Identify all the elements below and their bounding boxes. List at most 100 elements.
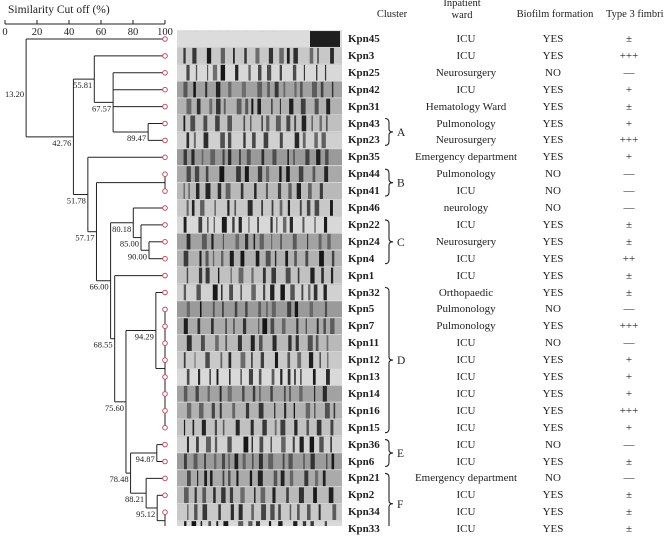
gel-band (245, 98, 249, 115)
gel-band (327, 352, 329, 369)
gel-band (222, 419, 225, 436)
gel-band (286, 487, 289, 504)
isolate-biofilm: YES (542, 117, 564, 130)
gel-band (280, 470, 285, 487)
isolate-ward: ICU (456, 337, 476, 350)
gel-band (198, 267, 203, 284)
gel-band (213, 487, 216, 504)
gel-band (262, 318, 268, 335)
gel-band (215, 115, 220, 132)
gel-band (236, 470, 239, 487)
gel-band (273, 470, 278, 487)
gel-band (248, 216, 250, 233)
isolate-id: Kpn5 (348, 303, 375, 316)
gel-band (318, 504, 321, 521)
node-similarity-label: 95.12 (136, 509, 155, 519)
gel-band (267, 81, 270, 98)
gel-band (284, 402, 287, 419)
leaf-marker (162, 239, 168, 245)
gel-band (330, 436, 333, 453)
cluster-brace (384, 168, 394, 197)
isolate-id: Kpn7 (348, 320, 375, 333)
gel-band (223, 98, 226, 115)
gel-band (225, 335, 228, 352)
node-similarity-label: 68.55 (94, 340, 113, 350)
gel-band (308, 284, 311, 301)
gel-band (183, 250, 189, 267)
gel-band (257, 166, 263, 183)
gel-band (242, 318, 247, 335)
gel-band (294, 301, 299, 318)
gel-band (302, 216, 305, 233)
gel-band (314, 402, 316, 419)
gel-band (186, 166, 191, 183)
gel-lane (177, 233, 342, 250)
gel-band (240, 183, 244, 200)
gel-band (261, 115, 263, 132)
isolate-ward: ICU (456, 387, 476, 400)
gel-band (246, 149, 251, 166)
gel-band (251, 284, 256, 301)
gel-band (299, 385, 303, 402)
gel-lane (177, 352, 342, 369)
isolate-ward: Neurosurgery (435, 235, 497, 248)
gel-band (294, 115, 297, 132)
gel-band (283, 385, 286, 402)
isolate-biofilm: YES (542, 404, 564, 417)
isolate-id: Kpn6 (348, 455, 375, 468)
cluster-brace (384, 286, 394, 434)
gel-band (306, 419, 310, 436)
node-similarity-label: 51.78 (67, 195, 86, 205)
isolate-ward: ICU (456, 269, 476, 282)
gel-band (245, 233, 249, 250)
isolate-id: Kpn44 (348, 168, 380, 181)
gel-band (238, 267, 244, 284)
gel-lane (177, 115, 342, 132)
gel-band (280, 419, 286, 436)
gel-band (213, 453, 217, 470)
gel-band (330, 267, 334, 284)
gel-band (289, 98, 294, 115)
leaf-marker (162, 120, 168, 127)
isolate-fimbriae: ± (625, 455, 633, 468)
gel-band (259, 385, 261, 402)
gel-band (201, 233, 207, 250)
gel-band (234, 301, 238, 318)
gel-dark-band (310, 31, 340, 47)
gel-band (288, 453, 293, 470)
node-similarity-label: 75.60 (105, 403, 124, 413)
gel-band (220, 132, 225, 149)
gel-band (196, 436, 199, 453)
gel-band (186, 402, 192, 419)
gel-band (283, 81, 286, 98)
leaf-marker (162, 154, 168, 161)
gel-band (240, 487, 245, 504)
isolate-ward: neurology (443, 202, 489, 214)
gel-band (316, 64, 318, 81)
gel-lane (177, 132, 342, 149)
gel-band (219, 402, 222, 419)
axis-tick-label: 60 (96, 27, 107, 38)
leaf-marker (162, 103, 168, 110)
gel-band (261, 149, 265, 166)
gel-band (228, 352, 232, 369)
gel-band (196, 98, 201, 115)
isolate-biofilm: YES (542, 33, 564, 45)
isolate-biofilm: YES (542, 455, 564, 468)
isolate-fimbriae: +++ (619, 49, 639, 62)
gel-band (272, 335, 277, 352)
gel-band (325, 149, 329, 166)
gel-band (314, 470, 319, 487)
gel-band (186, 301, 190, 318)
gel-band (222, 301, 224, 318)
node-similarity-label: 85.00 (120, 239, 139, 249)
leaf-marker (162, 70, 168, 76)
gel-band (237, 335, 242, 352)
gel-band (270, 284, 275, 301)
isolate-id: Kpn45 (348, 33, 380, 45)
gel-band (271, 233, 273, 250)
isolate-fimbriae: +++ (619, 404, 639, 417)
isolate-biofilm: YES (542, 286, 564, 299)
isolate-fimbriae: +++ (619, 320, 639, 333)
header-ward: Inpatient ward (443, 0, 481, 21)
